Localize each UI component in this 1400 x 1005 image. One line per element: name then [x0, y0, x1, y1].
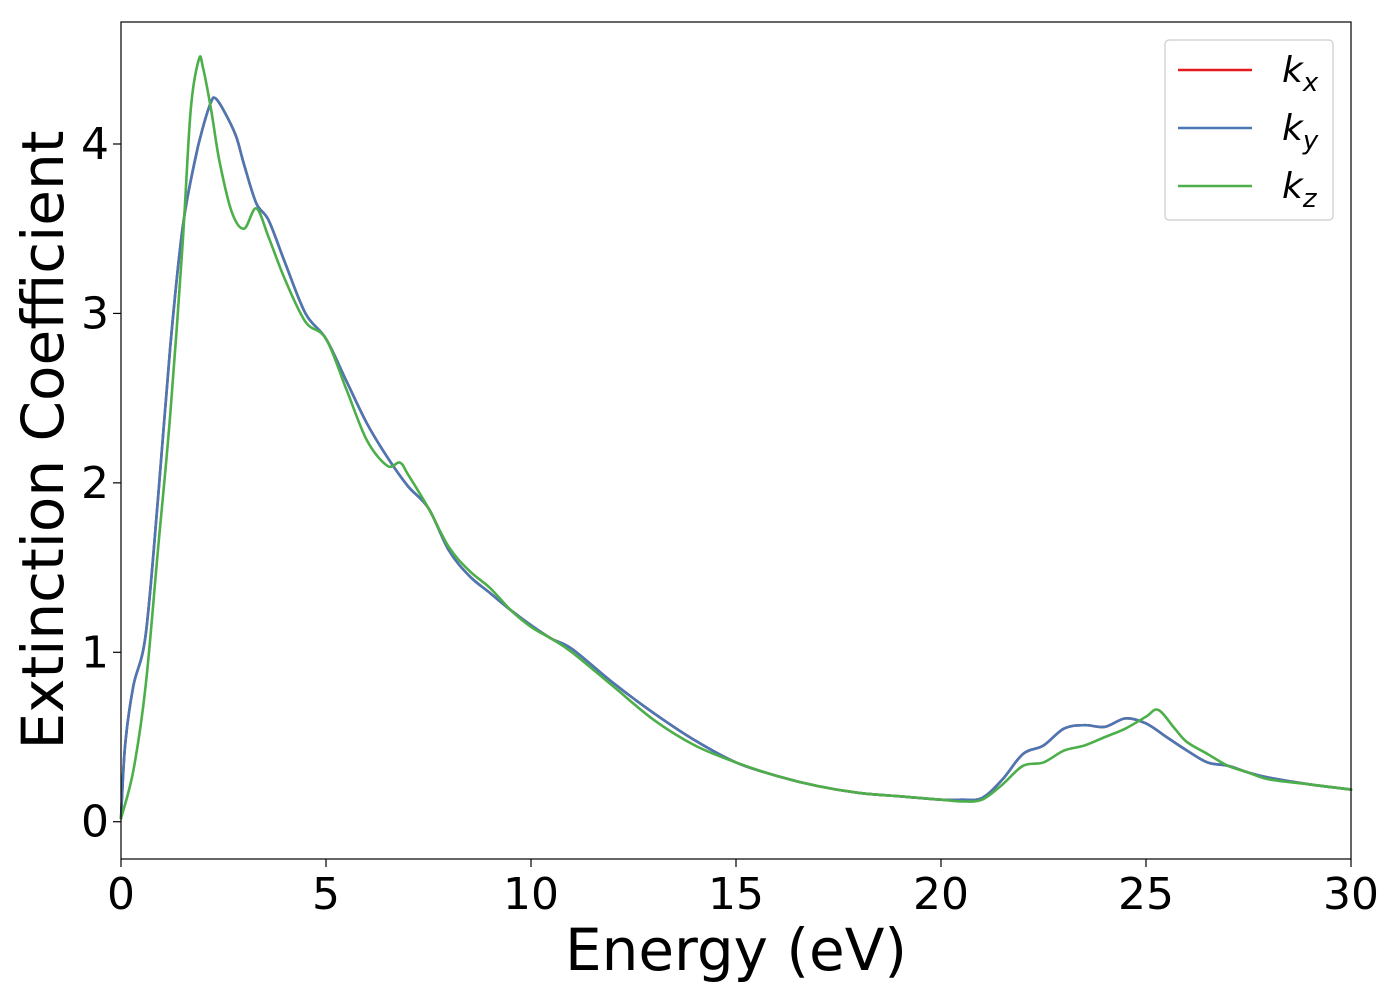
x-tick-label: 10: [503, 869, 559, 920]
legend-label-z: kz: [1282, 166, 1318, 214]
legend-label-y: ky: [1282, 108, 1319, 156]
y-tick-label: 3: [81, 288, 109, 339]
series-line-y: [119, 96, 1353, 820]
legend-frame: [1164, 39, 1334, 221]
x-tick-label: 5: [312, 869, 340, 920]
x-tick-label: 30: [1323, 869, 1379, 920]
legend-label-x: kx: [1282, 50, 1319, 98]
x-tick-label: 25: [1118, 869, 1174, 920]
y-axis-label: Extinction Coefficient: [9, 131, 77, 750]
series-line-z: [119, 55, 1353, 820]
series-layer: [119, 55, 1353, 820]
x-axis-label: Energy (eV): [565, 916, 907, 984]
x-axis-ticks: 0 5 10 15 20 25 30: [107, 859, 1379, 920]
x-tick-label: 20: [913, 869, 969, 920]
y-tick-label: 2: [81, 458, 109, 509]
y-axis-ticks: 0 1 2 3 4: [81, 119, 121, 848]
legend-items: kx ky kz: [1178, 50, 1319, 214]
y-tick-label: 4: [81, 119, 109, 170]
y-tick-label: 1: [81, 627, 109, 678]
x-tick-label: 15: [708, 869, 764, 920]
legend: kx ky kz: [1164, 39, 1334, 221]
y-tick-label: 0: [81, 797, 109, 848]
x-tick-label: 0: [107, 869, 135, 920]
